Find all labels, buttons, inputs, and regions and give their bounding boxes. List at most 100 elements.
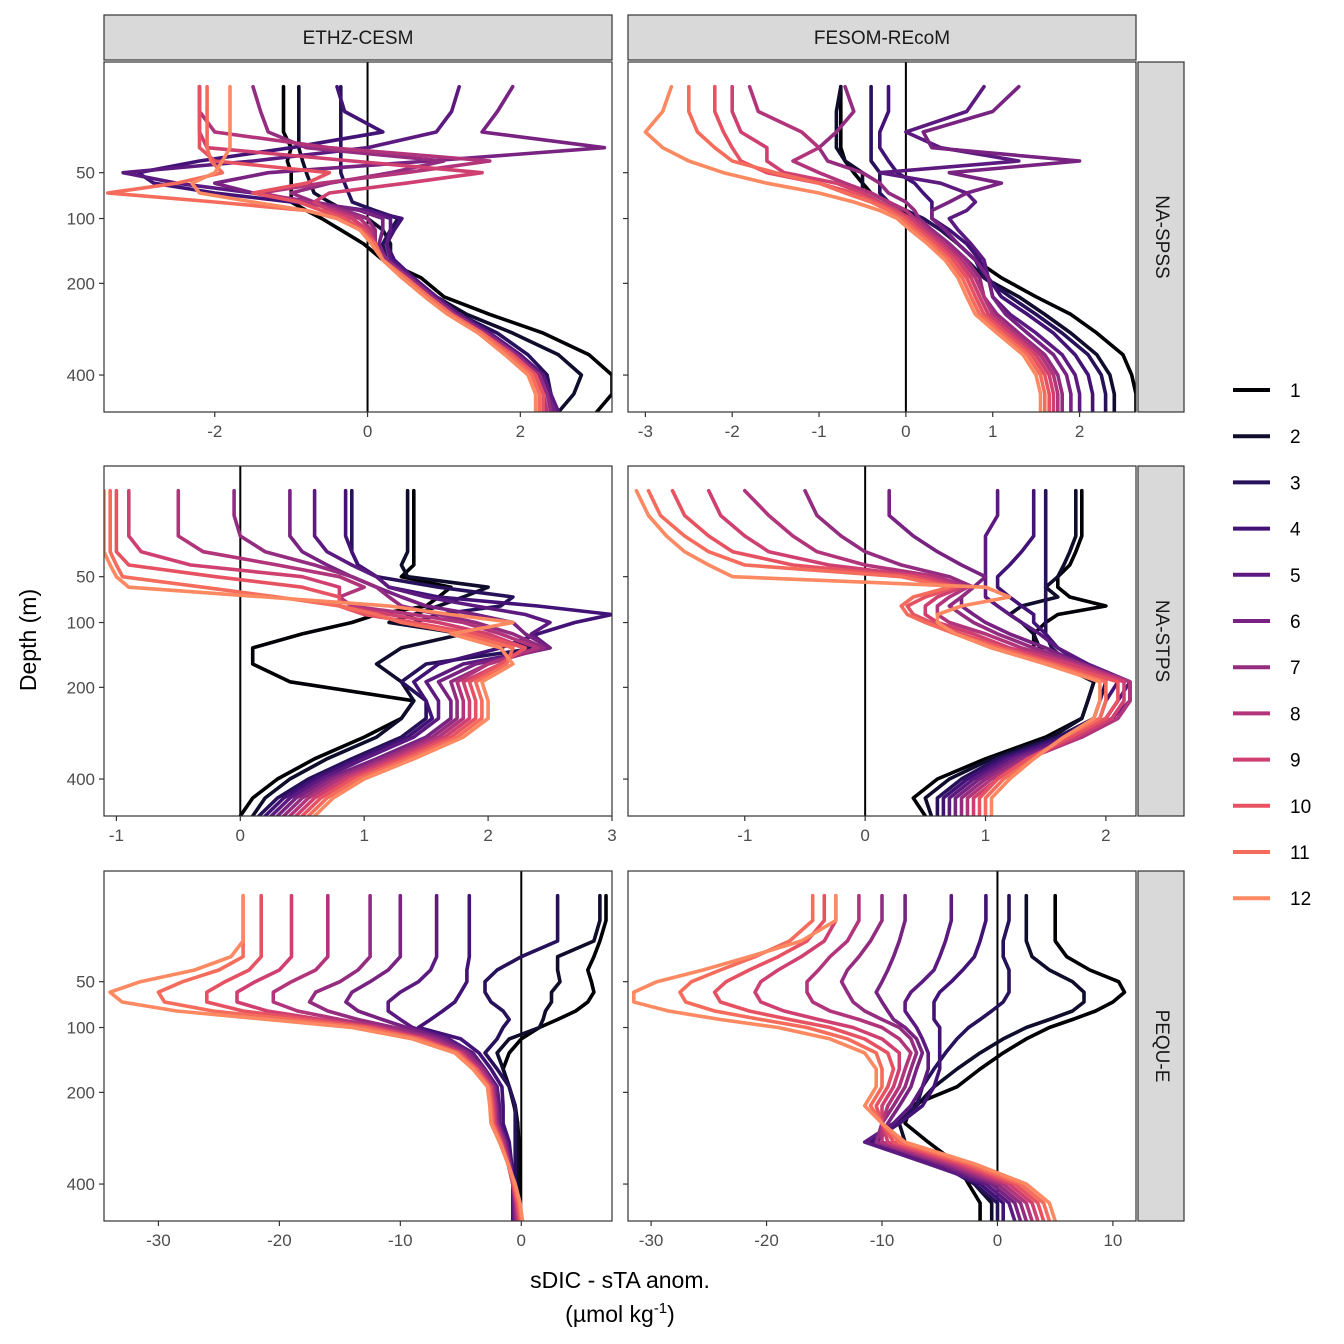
series-line-month-3: [483, 893, 560, 1221]
legend-label: 8: [1290, 704, 1301, 725]
x-tick-label: 3: [607, 826, 616, 845]
panel-na-stps-ethz-cesm: -1 0 1 2 3 50 100 200 400: [67, 465, 617, 845]
series-group: [634, 488, 1132, 816]
x-tick-label: -10: [388, 1231, 413, 1250]
row-strip-label: PEQU-E: [1151, 1010, 1172, 1083]
x-tick-label: 1: [981, 826, 990, 845]
x-axis-title-line1: sDIC - sTA anom.: [530, 1267, 710, 1293]
series-line-month-9: [730, 84, 1056, 412]
y-tick-label: 50: [76, 973, 95, 992]
y-tick-label: 400: [67, 1175, 95, 1194]
series-line-month-3: [935, 488, 1108, 816]
series-line-month-10: [712, 84, 1051, 412]
series-group: [631, 893, 1127, 1221]
panel-background: [104, 62, 612, 412]
series-line-month-11: [686, 84, 1047, 412]
panel-border: [627, 465, 1137, 817]
legend-item-10: 10: [1233, 797, 1311, 818]
legend-item-5: 5: [1233, 566, 1301, 587]
x-tick-label: -20: [754, 1231, 779, 1250]
y-tick-label: 100: [67, 1019, 95, 1038]
x-tick-label: 0: [517, 1231, 526, 1250]
y-tick-label: 400: [67, 770, 95, 789]
series-line-month-1: [238, 488, 453, 816]
y-tick-label: 50: [76, 568, 95, 587]
x-tick-label: -20: [267, 1231, 292, 1250]
series-line-month-4: [868, 893, 1006, 1221]
legend-item-1: 1: [1233, 381, 1301, 402]
series-group: [104, 488, 612, 816]
legend-label: 5: [1290, 566, 1301, 587]
legend-label: 2: [1290, 427, 1301, 448]
row-strip-label: NA-SPSS: [1151, 195, 1172, 278]
legend-item-8: 8: [1233, 704, 1301, 725]
x-tick-label: 1: [359, 826, 368, 845]
series-line-month-8: [747, 84, 1060, 412]
column-strip-label: ETHZ-CESM: [303, 28, 414, 49]
x-tick-label: -10: [870, 1231, 895, 1250]
series-line-month-5: [862, 893, 1017, 1221]
panel-border: [103, 61, 613, 413]
panel-pequ-e-fesom-recom: -30 -20 -10 0 10: [623, 870, 1137, 1250]
row-strip-pequ-e: PEQU-E: [1137, 870, 1185, 1222]
legend-item-6: 6: [1233, 612, 1301, 633]
legend-label: 6: [1290, 612, 1301, 633]
series-line-month-12: [631, 893, 1057, 1221]
series-line-month-12: [634, 488, 1102, 816]
y-tick-label: 200: [67, 274, 95, 293]
legend-item-4: 4: [1233, 520, 1301, 541]
y-tick-label: 50: [76, 164, 95, 183]
x-tick-label: 0: [236, 826, 245, 845]
y-tick-label: 400: [67, 366, 95, 385]
legend-item-7: 7: [1233, 658, 1301, 679]
series-group: [643, 84, 1136, 412]
panel-border: [103, 870, 613, 1222]
y-axis-title: Depth (m): [15, 589, 41, 691]
x-tick-label: -1: [737, 826, 752, 845]
legend-label: 12: [1290, 889, 1311, 910]
series-line-month-12: [190, 84, 538, 412]
legend-item-12: 12: [1233, 889, 1311, 910]
x-tick-label: 2: [516, 422, 525, 441]
series-line-month-4: [263, 488, 612, 816]
legend-label: 7: [1290, 658, 1301, 679]
y-tick-label: 100: [67, 614, 95, 633]
series-line-month-3: [869, 84, 1108, 412]
series-line-month-10: [114, 488, 528, 816]
y-tick-label: 100: [67, 210, 95, 229]
panel-background: [628, 871, 1136, 1221]
x-tick-label: 10: [1103, 1231, 1122, 1250]
x-tick-label: -1: [811, 422, 826, 441]
x-tick-label: -30: [639, 1231, 664, 1250]
x-tick-label: -30: [146, 1231, 171, 1250]
column-strip-fesom-recom: FESOM-REcoM: [627, 14, 1137, 61]
x-tick-label: -2: [725, 422, 740, 441]
y-tick-label: 200: [67, 678, 95, 697]
series-line-month-6: [275, 488, 552, 816]
series-group: [106, 84, 612, 412]
column-strip-label: FESOM-REcoM: [814, 28, 950, 49]
series-line-month-3: [338, 84, 553, 412]
series-line-month-5: [947, 488, 1132, 816]
series-line-month-2: [495, 893, 602, 1221]
panel-na-spss-fesom-recom: -3 -2 -1 0 1 2: [623, 61, 1137, 441]
legend-item-3: 3: [1233, 473, 1301, 494]
panel-pequ-e-ethz-cesm: -30 -20 -10 0 50 100 200 400: [67, 870, 613, 1250]
legend-label: 1: [1290, 381, 1301, 402]
legend-label: 3: [1290, 473, 1301, 494]
series-line-month-5: [121, 84, 561, 412]
legend-label: 9: [1290, 751, 1301, 772]
x-axis-title-line2: (µmol kg-1): [565, 1300, 675, 1327]
series-line-month-6: [921, 84, 1082, 412]
legend-label: 11: [1290, 843, 1310, 864]
series-line-month-12: [104, 488, 515, 816]
panel-background: [104, 871, 612, 1221]
y-tick-label: 200: [67, 1083, 95, 1102]
series-line-month-12: [108, 893, 525, 1221]
panel-border: [103, 465, 613, 817]
series-line-month-7: [251, 84, 553, 412]
legend-label: 4: [1290, 520, 1301, 541]
